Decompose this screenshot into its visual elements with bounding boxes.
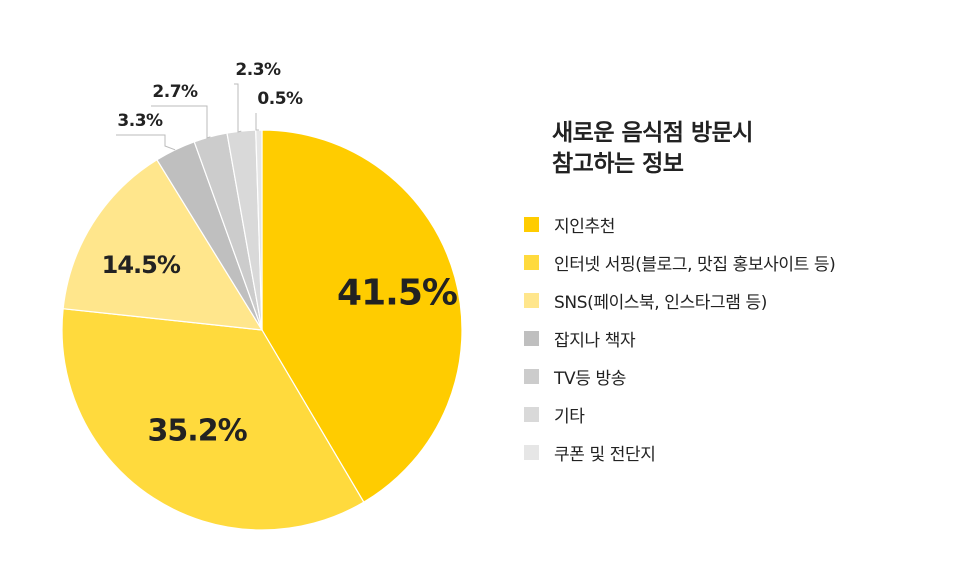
leader-line [116, 134, 176, 151]
slice-value-label: 41.5% [337, 273, 457, 314]
legend-item: 지인추천 [524, 205, 835, 243]
legend-swatch [524, 292, 539, 308]
legend-label: TV등 방송 [554, 368, 626, 389]
legend-item: SNS(페이스북, 인스타그램 등) [524, 281, 835, 319]
legend-item: 잡지나 책자 [524, 319, 835, 357]
slice-value-label: 0.5% [257, 89, 303, 109]
legend-label: 인터넷 서핑(블로그, 맛집 홍보사이트 등) [554, 254, 836, 275]
slice-value-label: 2.3% [235, 60, 281, 80]
slice-value-label: 3.3% [117, 111, 163, 131]
pie-slice [62, 158, 264, 331]
legend-label: SNS(페이스북, 인스타그램 등) [554, 292, 767, 313]
legend-swatch [524, 330, 539, 346]
slice-value-label: 14.5% [102, 251, 181, 279]
legend-label: 잡지나 책자 [554, 330, 636, 351]
legend-item: 기타 [524, 395, 835, 433]
legend-label: 지인추천 [554, 216, 615, 237]
legend-item: TV등 방송 [524, 357, 835, 395]
chart-title-line-1: 새로운 음식점 방문시 [552, 120, 753, 146]
chart-title-line-2: 참고하는 정보 [552, 151, 684, 177]
legend-swatch [524, 406, 539, 422]
slice-value-label: 35.2% [148, 413, 248, 448]
leader-line [234, 83, 242, 133]
legend-swatch [524, 444, 539, 460]
slice-value-label: 2.7% [152, 82, 198, 102]
legend-label: 쿠폰 및 전단지 [554, 444, 656, 465]
leader-line [255, 113, 259, 131]
legend: 지인추천 인터넷 서핑(블로그, 맛집 홍보사이트 등) SNS(페이스북, 인… [524, 205, 836, 471]
legend-label: 기타 [554, 406, 585, 427]
chart-title: 새로운 음식점 방문시 참고하는 정보 [552, 118, 753, 180]
legend-swatch [524, 254, 539, 270]
legend-swatch [524, 368, 539, 384]
pie-slice [261, 129, 463, 503]
pie-slice [61, 308, 365, 531]
legend-item: 쿠폰 및 전단지 [524, 433, 835, 471]
leader-line [151, 105, 211, 139]
legend-swatch [524, 216, 539, 232]
legend-item: 인터넷 서핑(블로그, 맛집 홍보사이트 등) [524, 243, 836, 281]
